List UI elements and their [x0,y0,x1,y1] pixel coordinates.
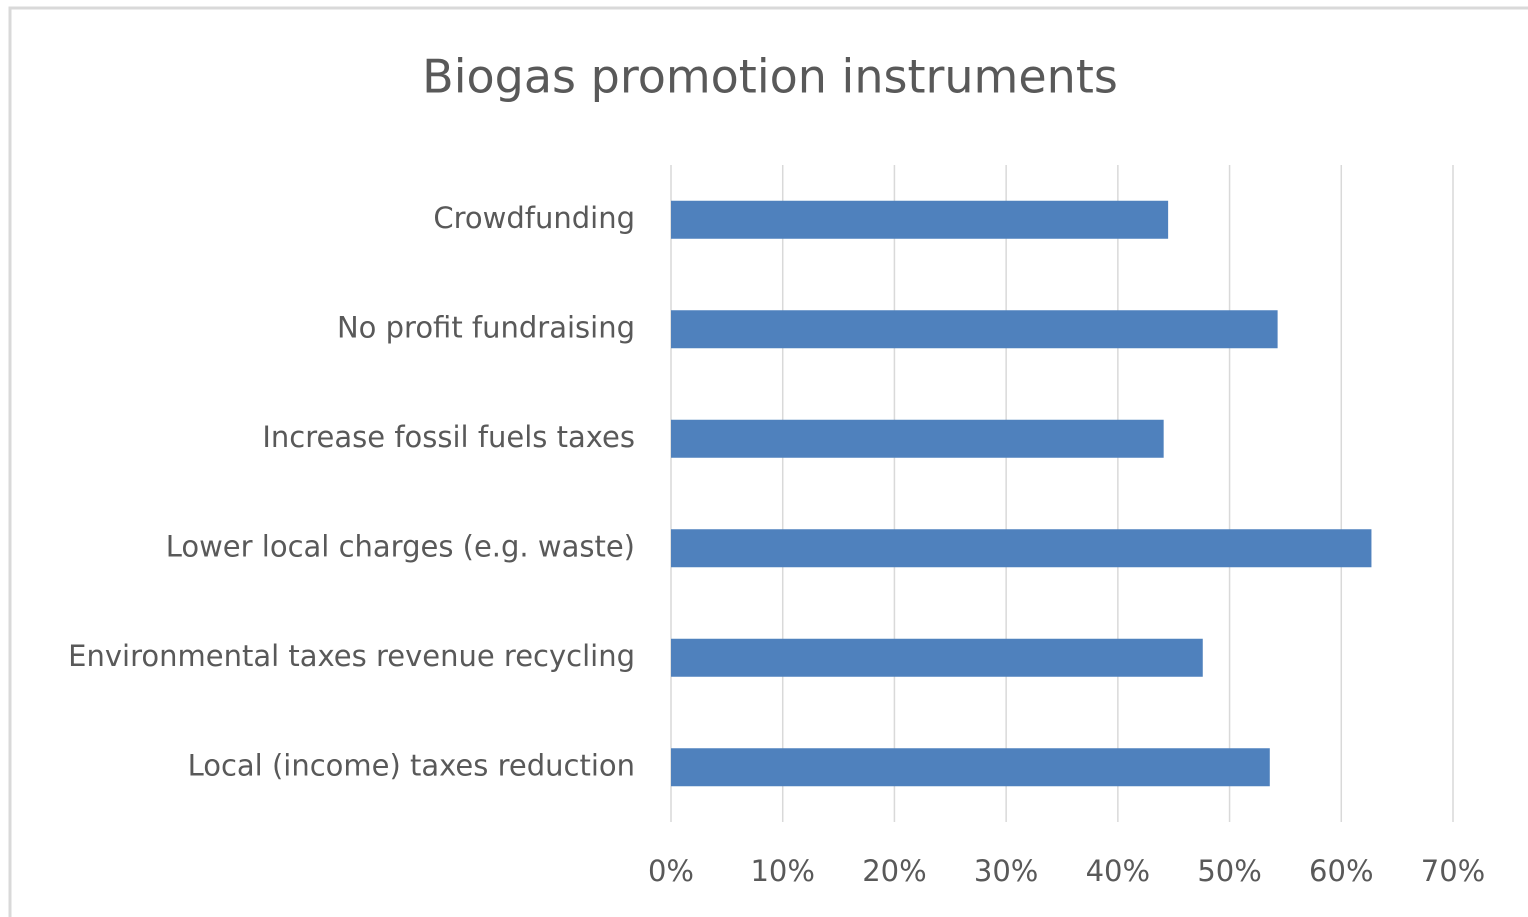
x-tick-label: 20% [862,854,926,888]
x-tick-label: 0% [648,854,694,888]
x-tick-label: 60% [1309,854,1373,888]
chart-title: Biogas promotion instruments [422,50,1118,104]
y-tick-label: Increase fossil fuels taxes [262,420,635,454]
x-tick-label: 10% [750,854,814,888]
x-tick-label: 30% [974,854,1038,888]
y-tick-label: No profit fundraising [337,310,635,344]
x-tick-label: 40% [1086,854,1150,888]
bar [671,748,1270,787]
bar [671,200,1169,239]
bar [671,419,1164,458]
x-tick-label: 70% [1421,854,1485,888]
bar [671,638,1203,677]
bar [671,310,1278,349]
y-tick-label: Environmental taxes revenue recycling [68,639,635,673]
x-tick-label: 50% [1197,854,1261,888]
bar [671,529,1372,568]
y-tick-label: Lower local charges (e.g. waste) [166,529,635,563]
y-tick-label: Crowdfunding [433,201,635,235]
y-tick-label: Local (income) taxes reduction [188,748,635,782]
